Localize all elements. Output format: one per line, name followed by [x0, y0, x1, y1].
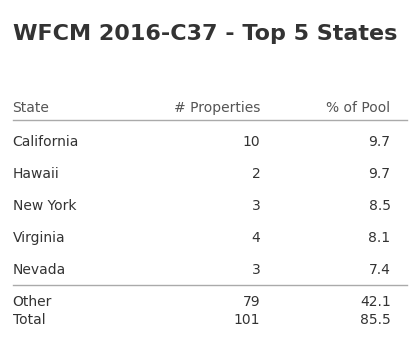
Text: Other: Other — [13, 295, 52, 309]
Text: 9.7: 9.7 — [369, 135, 391, 149]
Text: 4: 4 — [252, 231, 260, 245]
Text: State: State — [13, 101, 50, 115]
Text: Hawaii: Hawaii — [13, 167, 59, 181]
Text: 8.5: 8.5 — [369, 199, 391, 213]
Text: 9.7: 9.7 — [369, 167, 391, 181]
Text: 7.4: 7.4 — [369, 263, 391, 277]
Text: 42.1: 42.1 — [360, 295, 391, 309]
Text: California: California — [13, 135, 79, 149]
Text: Nevada: Nevada — [13, 263, 66, 277]
Text: # Properties: # Properties — [174, 101, 260, 115]
Text: 101: 101 — [234, 313, 260, 328]
Text: Virginia: Virginia — [13, 231, 65, 245]
Text: 8.1: 8.1 — [368, 231, 391, 245]
Text: 3: 3 — [252, 263, 260, 277]
Text: 2: 2 — [252, 167, 260, 181]
Text: New York: New York — [13, 199, 76, 213]
Text: 79: 79 — [243, 295, 260, 309]
Text: 10: 10 — [243, 135, 260, 149]
Text: 3: 3 — [252, 199, 260, 213]
Text: Total: Total — [13, 313, 45, 328]
Text: % of Pool: % of Pool — [326, 101, 391, 115]
Text: WFCM 2016-C37 - Top 5 States: WFCM 2016-C37 - Top 5 States — [13, 24, 397, 43]
Text: 85.5: 85.5 — [360, 313, 391, 328]
